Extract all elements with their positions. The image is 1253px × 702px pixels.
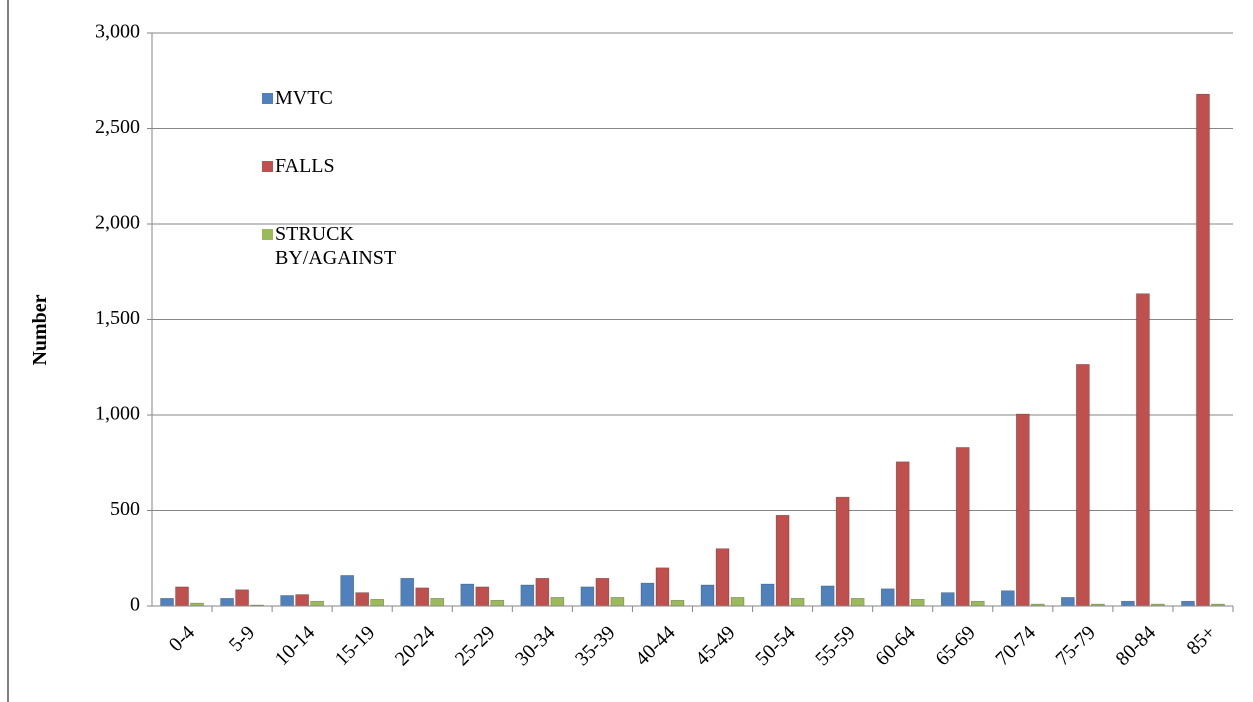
bar <box>1001 590 1015 607</box>
x-tick-label: 0-4 <box>165 622 199 656</box>
bar <box>1016 413 1030 607</box>
legend-item: STRUCK BY/AGAINST <box>262 222 462 270</box>
bar <box>220 598 234 607</box>
x-tick-label: 25-29 <box>451 622 500 671</box>
x-tick-label: 50-54 <box>751 622 800 671</box>
bar <box>850 598 865 607</box>
bar <box>550 597 565 607</box>
bar <box>175 586 189 607</box>
x-tick-label: 45-49 <box>691 622 740 671</box>
bar <box>1136 293 1150 607</box>
bar <box>235 589 249 607</box>
bar <box>430 598 445 607</box>
bar <box>160 598 174 607</box>
y-tick-label: 500 <box>110 498 140 520</box>
bar <box>655 567 670 607</box>
y-tick-label: 2,500 <box>95 116 140 138</box>
bar <box>310 600 324 607</box>
bar <box>940 592 955 607</box>
x-tick-label: 65-69 <box>931 622 980 671</box>
bar <box>295 594 309 607</box>
x-tick-label: 55-59 <box>811 622 860 671</box>
bar <box>715 548 730 607</box>
bar <box>1076 364 1090 607</box>
x-tick-label: 75-79 <box>1051 622 1100 671</box>
bar <box>880 588 895 607</box>
x-tick-label: 30-34 <box>511 622 560 671</box>
x-tick-label: 80-84 <box>1112 622 1161 671</box>
bar <box>490 599 505 607</box>
x-tick-label: 85+ <box>1182 622 1220 660</box>
legend-label: FALLS <box>275 155 335 177</box>
legend-item: MVTC <box>262 86 462 110</box>
bar <box>775 514 790 607</box>
legend-item: FALLS <box>262 154 462 178</box>
bar <box>460 583 475 607</box>
bar <box>520 584 535 607</box>
bar <box>700 584 715 607</box>
bar <box>535 578 550 607</box>
x-tick-label: 15-19 <box>331 622 380 671</box>
bar <box>355 592 369 607</box>
bar <box>610 597 625 607</box>
bar <box>1121 600 1135 607</box>
x-tick-label: 5-9 <box>225 622 259 656</box>
bar <box>280 595 294 607</box>
bar <box>475 586 490 607</box>
bar <box>400 578 415 607</box>
x-tick-label: 10-14 <box>271 622 320 671</box>
bar <box>910 599 925 607</box>
bar <box>1181 600 1195 607</box>
y-tick-label: 1,500 <box>95 307 140 329</box>
bar <box>820 585 835 607</box>
bar <box>790 598 805 607</box>
x-tick-label: 35-39 <box>571 622 620 671</box>
bar <box>580 586 595 607</box>
legend: MVTC FALLS STRUCK BY/AGAINST <box>262 86 462 314</box>
x-tick-label: 40-44 <box>631 622 680 671</box>
x-tick-label: 70-74 <box>991 622 1040 671</box>
y-axis-label: Number <box>29 294 51 365</box>
bar <box>895 461 910 607</box>
legend-swatch <box>262 229 273 240</box>
bar <box>415 587 430 607</box>
bar <box>670 599 685 607</box>
y-tick-label: 3,000 <box>95 21 140 43</box>
bar <box>340 575 354 607</box>
legend-swatch <box>262 161 273 172</box>
x-tick-label: 60-64 <box>871 622 920 671</box>
bar <box>970 600 985 607</box>
legend-swatch <box>262 93 273 104</box>
bar <box>955 447 970 607</box>
bar <box>1061 597 1075 607</box>
bar <box>1196 93 1210 607</box>
bar <box>370 599 384 607</box>
bar <box>640 582 655 607</box>
y-tick-label: 2,000 <box>95 212 140 234</box>
y-tick-label: 1,000 <box>95 403 140 425</box>
legend-label: MVTC <box>275 87 333 109</box>
bar <box>595 578 610 607</box>
bar <box>760 583 775 607</box>
legend-label: STRUCK BY/AGAINST <box>275 223 397 269</box>
bar <box>835 496 850 607</box>
x-tick-label: 20-24 <box>391 622 440 671</box>
y-tick-label: 0 <box>130 594 140 616</box>
bar <box>730 597 745 607</box>
